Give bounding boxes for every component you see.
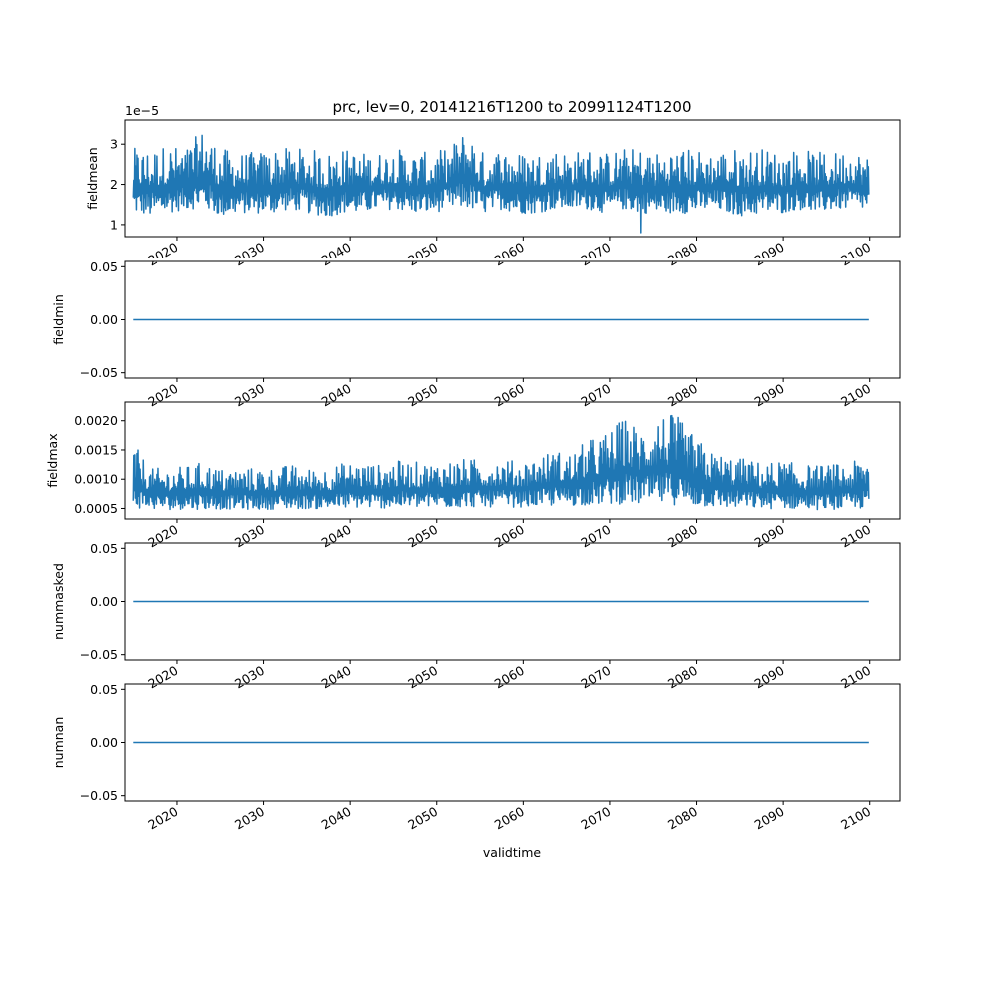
x-tick-label: 2090 [752, 381, 787, 410]
y-tick-label: −0.05 [80, 365, 118, 380]
y-tick-label: 0.00 [90, 594, 118, 609]
x-tick-label: 2050 [405, 381, 440, 410]
y-tick-label: 2 [110, 177, 118, 192]
series-line [132, 134, 870, 234]
x-tick-label: 2090 [752, 522, 787, 551]
x-tick-label: 2080 [665, 804, 700, 833]
y-tick-label: 0.00 [90, 735, 118, 750]
x-tick-label: 2050 [405, 804, 440, 833]
plot-frame [124, 401, 901, 520]
x-tick-label: 2090 [752, 240, 787, 269]
y-tick-label: 1 [110, 217, 118, 232]
x-tick-label: 2030 [232, 240, 267, 269]
x-tick-label: 2080 [665, 240, 700, 269]
x-axis-label: validtime [483, 845, 541, 860]
y-tick-label: 0.00 [90, 312, 118, 327]
x-tick-label: 2070 [578, 663, 613, 692]
x-tick-label: 2030 [232, 663, 267, 692]
y-tick-label: −0.05 [80, 788, 118, 803]
x-tick-label: 2040 [319, 381, 354, 410]
y-tick-label: 3 [110, 137, 118, 152]
y-tick-label: 0.05 [90, 682, 118, 697]
x-tick-label: 2080 [665, 522, 700, 551]
subplot-fieldmin: −0.05 0.00 0.05 fieldmin 2020 2030 2040 2050 206… [51, 259, 901, 410]
x-tick-label: 2080 [665, 381, 700, 410]
y-tick-label: 0.0015 [74, 442, 118, 457]
x-tick-label: 2030 [232, 804, 267, 833]
panels: 1 2 3 1e−5 fieldmean 2020 2030 2040 2050 2060 2070… [0, 103, 1000, 833]
y-tick-label: 0.0005 [74, 501, 118, 516]
x-tick-label: 2040 [319, 240, 354, 269]
subplot-numnan: −0.05 0.00 0.05 numnan 2020 2030 2040 2050 2060 2… [51, 682, 901, 833]
x-tick-label: 2090 [752, 663, 787, 692]
x-tick-label: 2020 [145, 240, 180, 269]
y-tick-label: 0.05 [90, 259, 118, 274]
y-axis-label: fieldmean [85, 147, 100, 209]
y-axis-label: numnan [51, 717, 66, 769]
series-line [132, 414, 870, 511]
x-tick-label: 2030 [232, 381, 267, 410]
y-offset-label: 1e−5 [125, 103, 159, 118]
x-tick-label: 2090 [752, 804, 787, 833]
x-tick-label: 2020 [145, 381, 180, 410]
x-tick-label: 2020 [145, 522, 180, 551]
x-tick-label: 2040 [319, 522, 354, 551]
chart-title: prc, lev=0, 20141216T1200 to 20991124T12… [332, 98, 691, 116]
y-axis-label: nummasked [51, 563, 66, 640]
y-tick-label: 0.0020 [74, 413, 118, 428]
x-tick-label: 2100 [838, 663, 873, 692]
x-tick-label: 2050 [405, 522, 440, 551]
subplot-nummasked: −0.05 0.00 0.05 nummasked 2020 2030 2040 2050 20… [51, 541, 901, 692]
x-tick-label: 2040 [319, 804, 354, 833]
y-axis-label: fieldmax [45, 433, 60, 487]
y-tick-label: −0.05 [80, 647, 118, 662]
x-tick-label: 2070 [578, 522, 613, 551]
x-tick-label: 2060 [492, 663, 527, 692]
x-tick-label: 2070 [578, 240, 613, 269]
x-tick-label: 2060 [492, 240, 527, 269]
x-tick-label: 2100 [838, 240, 873, 269]
x-tick-label: 2100 [838, 804, 873, 833]
x-tick-label: 2050 [405, 240, 440, 269]
subplot-gap [0, 258, 1000, 261]
subplot-fieldmean: 1 2 3 1e−5 fieldmean 2020 2030 2040 2050 2060 2070… [85, 103, 901, 269]
x-tick-label: 2020 [145, 804, 180, 833]
x-tick-label: 2100 [838, 381, 873, 410]
plot-frame [124, 119, 901, 238]
subplot-gap [0, 540, 1000, 543]
x-tick-label: 2100 [838, 522, 873, 551]
subplot-gap [0, 399, 1000, 402]
x-tick-label: 2070 [578, 804, 613, 833]
x-tick-label: 2080 [665, 663, 700, 692]
y-axis-label: fieldmin [51, 294, 66, 345]
x-tick-label: 2060 [492, 381, 527, 410]
x-tick-label: 2040 [319, 663, 354, 692]
subplot-gap [0, 681, 1000, 684]
x-tick-label: 2050 [405, 663, 440, 692]
x-tick-label: 2070 [578, 381, 613, 410]
y-tick-label: 0.05 [90, 541, 118, 556]
subplot-fieldmax: 0.0005 0.0010 0.0015 0.0020 fieldmax 2020 2030… [45, 401, 901, 551]
y-tick-label: 0.0010 [74, 472, 118, 487]
x-tick-label: 2020 [145, 663, 180, 692]
x-tick-label: 2030 [232, 522, 267, 551]
x-tick-label: 2060 [492, 804, 527, 833]
x-tick-label: 2060 [492, 522, 527, 551]
